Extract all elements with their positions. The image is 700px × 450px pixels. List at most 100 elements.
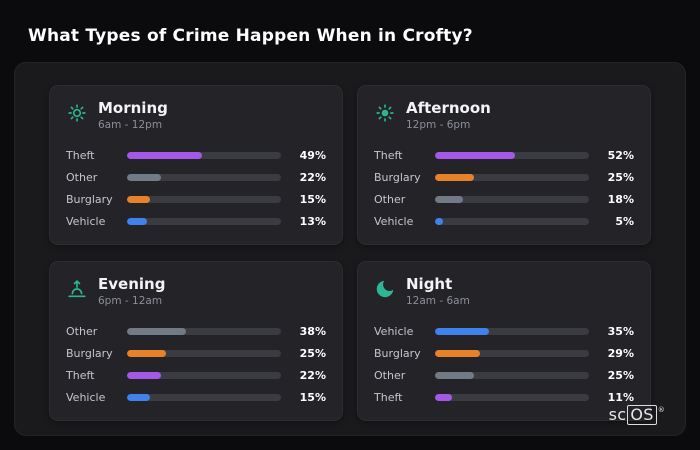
bar-track (127, 349, 281, 357)
bar-track (435, 151, 589, 159)
bar-label: Burglary (374, 170, 421, 184)
logo-boxed: OS (627, 405, 657, 425)
bar-fill (127, 195, 151, 203)
bar-value: 15% (299, 192, 326, 206)
bar-track (127, 173, 281, 181)
bar-track (127, 217, 281, 225)
bar-chart-night: Vehicle 35% Burglary 29% Other 25% Theft 11% (374, 320, 634, 408)
bar-fill (435, 327, 489, 335)
bar-row: Burglary 25% (66, 342, 326, 364)
bar-label: Other (374, 192, 406, 206)
bar-label: Theft (374, 390, 403, 404)
card-header: Night 12am - 6am (374, 275, 634, 308)
bar-row: Theft 52% (374, 144, 634, 166)
bar-fill (127, 371, 161, 379)
bar-track (435, 371, 589, 379)
card-header: Morning 6am - 12pm (66, 99, 326, 132)
bar-track (435, 393, 589, 401)
bar-row: Burglary 15% (66, 188, 326, 210)
bar-row: Other 18% (374, 188, 634, 210)
bar-label: Theft (66, 148, 95, 162)
bar-fill (435, 349, 480, 357)
bar-value: 25% (299, 346, 326, 360)
card-title: Evening (98, 275, 166, 293)
bar-fill (127, 151, 203, 159)
bar-fill (435, 173, 474, 181)
card-subtitle: 6pm - 12am (98, 295, 163, 308)
bar-track (435, 217, 589, 225)
card-subtitle: 6am - 12pm (98, 119, 163, 132)
bar-row: Theft 49% (66, 144, 326, 166)
scos-logo: sc OS ® (609, 405, 665, 425)
moon-icon (374, 278, 396, 300)
bar-track (435, 349, 589, 357)
bar-value: 25% (607, 170, 634, 184)
bar-track (127, 371, 281, 379)
bar-fill (435, 195, 463, 203)
bar-row: Theft 22% (66, 364, 326, 386)
bar-row: Other 22% (66, 166, 326, 188)
card-afternoon: Afternoon 12pm - 6pm Theft 52% Burglary 25%… (357, 85, 651, 245)
bar-label: Other (66, 324, 98, 338)
card-morning: Morning 6am - 12pm Theft 49% Other 22% Burgl… (49, 85, 343, 245)
bar-label: Theft (66, 368, 95, 382)
page-title: What Types of Crime Happen When in Croft… (28, 26, 473, 46)
bar-label: Theft (374, 148, 403, 162)
bar-track (127, 151, 281, 159)
afternoon-sun-icon (374, 102, 396, 124)
bar-fill (435, 371, 474, 379)
bar-label: Vehicle (374, 324, 414, 338)
bar-value: 38% (299, 324, 326, 338)
bar-label: Vehicle (374, 214, 414, 228)
bar-value: 35% (607, 324, 634, 338)
bar-fill (127, 217, 148, 225)
bar-fill (435, 217, 443, 225)
morning-sun-icon (66, 102, 88, 124)
bar-label: Burglary (66, 346, 113, 360)
bar-label: Vehicle (66, 214, 106, 228)
bar-value: 25% (607, 368, 634, 382)
bar-chart-evening: Other 38% Burglary 25% Theft 22% Vehicle 15% (66, 320, 326, 408)
bar-label: Burglary (66, 192, 113, 206)
bar-row: Vehicle 15% (66, 386, 326, 408)
bar-label: Other (374, 368, 406, 382)
bar-chart-afternoon: Theft 52% Burglary 25% Other 18% Vehicle 5% (374, 144, 634, 232)
bar-row: Burglary 25% (374, 166, 634, 188)
bar-fill (127, 393, 151, 401)
logo-prefix: sc (608, 405, 627, 425)
registered-mark: ® (657, 406, 665, 415)
sunset-icon (66, 278, 88, 300)
bar-track (435, 195, 589, 203)
bar-value: 29% (607, 346, 634, 360)
bar-fill (127, 349, 166, 357)
card-title: Night (406, 275, 453, 293)
bar-value: 52% (607, 148, 634, 162)
bar-row: Theft 11% (374, 386, 634, 408)
bar-label: Vehicle (66, 390, 106, 404)
bar-value: 13% (299, 214, 326, 228)
bar-row: Burglary 29% (374, 342, 634, 364)
bar-track (435, 327, 589, 335)
bar-fill (435, 393, 452, 401)
bar-value: 22% (299, 368, 326, 382)
bar-fill (127, 327, 186, 335)
bar-track (127, 195, 281, 203)
bar-row: Vehicle 13% (66, 210, 326, 232)
card-title: Morning (98, 99, 168, 117)
bar-fill (435, 151, 516, 159)
bar-row: Vehicle 35% (374, 320, 634, 342)
bar-value: 15% (299, 390, 326, 404)
bar-track (127, 327, 281, 335)
card-header: Afternoon 12pm - 6pm (374, 99, 634, 132)
bar-chart-morning: Theft 49% Other 22% Burglary 15% Vehicle 13% (66, 144, 326, 232)
card-subtitle: 12pm - 6pm (406, 119, 471, 132)
card-header: Evening 6pm - 12am (66, 275, 326, 308)
bar-row: Other 38% (66, 320, 326, 342)
bar-row: Other 25% (374, 364, 634, 386)
card-subtitle: 12am - 6am (406, 295, 470, 308)
card-title: Afternoon (406, 99, 491, 117)
card-evening: Evening 6pm - 12am Other 38% Burglary 25% Th… (49, 261, 343, 421)
bar-value: 11% (607, 390, 634, 404)
bar-value: 18% (607, 192, 634, 206)
bar-value: 5% (615, 214, 634, 228)
